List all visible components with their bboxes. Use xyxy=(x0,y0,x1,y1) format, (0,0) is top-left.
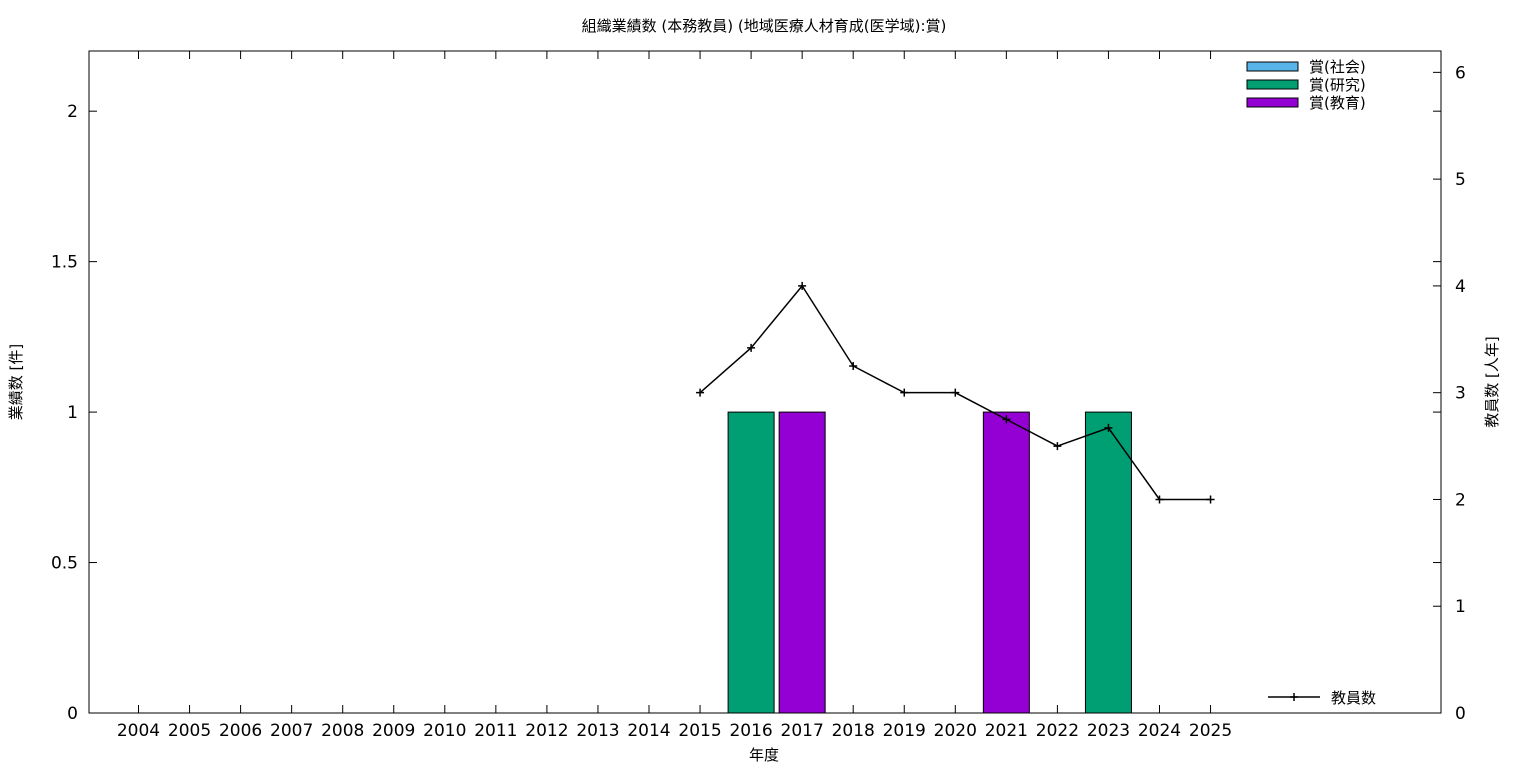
x-tick-label: 2019 xyxy=(883,721,926,741)
x-axis-label: 年度 xyxy=(749,746,779,764)
line-point xyxy=(1206,495,1215,504)
y2-tick-label: 3 xyxy=(1455,384,1466,404)
legend-label: 賞(教育) xyxy=(1309,94,1366,112)
line-legend: 教員数 xyxy=(1268,689,1376,707)
line-point xyxy=(1002,415,1011,424)
x-tick-label: 2006 xyxy=(219,721,262,741)
line-point xyxy=(849,361,858,370)
x-tick-label: 2011 xyxy=(474,721,517,741)
chart-title: 組織業績数 (本務教員) (地域医療人材育成(医学域):賞) xyxy=(582,17,947,35)
bar xyxy=(727,411,775,714)
y2-tick-label: 4 xyxy=(1455,277,1466,297)
y-axis-label: 業績数 [件] xyxy=(7,344,25,420)
line-point xyxy=(951,388,960,397)
y2-axis: 0 1 2 3 4 5 6 xyxy=(1433,63,1466,724)
line-point xyxy=(696,388,705,397)
bar xyxy=(1084,411,1132,714)
y2-tick-label: 1 xyxy=(1455,597,1466,617)
y-tick-label: 1.5 xyxy=(51,253,78,273)
y2-axis-label: 教員数 [人年] xyxy=(1483,336,1501,427)
bars xyxy=(727,411,1132,714)
bar xyxy=(778,411,826,714)
x-tick-label: 2007 xyxy=(270,721,313,741)
x-tick-label: 2008 xyxy=(321,721,364,741)
x-tick-label: 2023 xyxy=(1087,721,1130,741)
line-point xyxy=(1104,423,1113,432)
line-point xyxy=(747,343,756,352)
x-tick-label: 2017 xyxy=(781,721,824,741)
x-tick-label: 2016 xyxy=(729,721,772,741)
staff-line xyxy=(696,281,1215,504)
y-tick-label: 0.5 xyxy=(51,554,78,574)
legend: 賞(社会)賞(研究)賞(教育) xyxy=(1246,58,1366,112)
x-tick-label: 2018 xyxy=(832,721,875,741)
legend-swatch xyxy=(1246,79,1299,90)
line-point xyxy=(1155,495,1164,504)
x-tick-label: 2022 xyxy=(1036,721,1079,741)
y2-tick-label: 0 xyxy=(1455,704,1466,724)
x-tick-label: 2010 xyxy=(423,721,466,741)
line-legend-label: 教員数 xyxy=(1331,689,1376,707)
y-tick-label: 0 xyxy=(67,704,78,724)
y-tick-label: 1 xyxy=(67,403,78,423)
line-point xyxy=(798,281,807,290)
x-tick-label: 2020 xyxy=(934,721,977,741)
line-legend-marker xyxy=(1290,693,1298,701)
x-tick-label: 2014 xyxy=(627,721,670,741)
y-axis: 0 0.5 1 1.5 2 xyxy=(51,102,1441,724)
x-tick-label: 2024 xyxy=(1138,721,1181,741)
bar xyxy=(982,411,1030,714)
x-tick-label: 2021 xyxy=(985,721,1028,741)
x-tick-label: 2012 xyxy=(525,721,568,741)
x-axis: 2004 2005 2006 2007 2008 2009 2010 2011 2012 2013… xyxy=(117,51,1232,741)
y2-tick-label: 6 xyxy=(1455,63,1466,83)
x-tick-label: 2015 xyxy=(678,721,721,741)
legend-label: 賞(研究) xyxy=(1309,76,1366,94)
legend-label: 賞(社会) xyxy=(1309,58,1366,76)
line-point xyxy=(900,388,909,397)
x-tick-label: 2005 xyxy=(168,721,211,741)
line-point xyxy=(1053,442,1062,451)
legend-swatch xyxy=(1246,61,1299,72)
y2-tick-label: 5 xyxy=(1455,170,1466,190)
x-tick-label: 2025 xyxy=(1189,721,1232,741)
y-tick-label: 2 xyxy=(67,102,78,122)
x-tick-label: 2004 xyxy=(117,721,160,741)
x-tick-label: 2009 xyxy=(372,721,415,741)
x-tick-label: 2013 xyxy=(576,721,619,741)
legend-swatch xyxy=(1246,97,1299,108)
y2-tick-label: 2 xyxy=(1455,490,1466,510)
